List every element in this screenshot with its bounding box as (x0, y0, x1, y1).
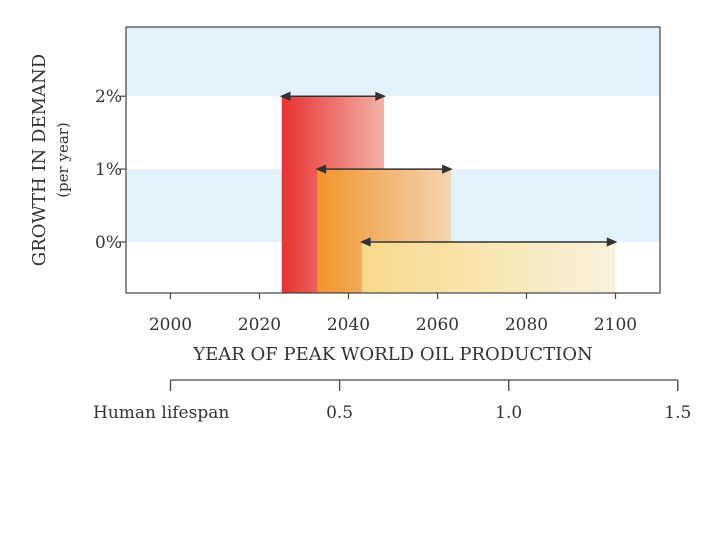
x-axis-title: YEAR OF PEAK WORLD OIL PRODUCTION (192, 344, 593, 365)
x-tick-label-2000: 2000 (149, 315, 192, 335)
lifespan-tick-label-1-0: 1.0 (495, 403, 522, 423)
y-axis-title-main: GROWTH IN DEMAND (29, 54, 50, 266)
x-tick-label-2020: 2020 (238, 315, 281, 335)
y-axis: 0% 1% 2% (95, 87, 126, 253)
arrow-0pct (359, 237, 618, 247)
arrow-1pct (315, 164, 453, 174)
bar-0pct (361, 241, 616, 293)
arrow-2pct (279, 91, 386, 101)
arrow-2pct-left-head (279, 91, 291, 101)
lifespan-tick-label-0-5: 0.5 (326, 403, 353, 423)
arrow-1pct-right-head (442, 164, 453, 174)
y-axis-title: GROWTH IN DEMAND (per year) (29, 54, 72, 266)
y-axis-title-sub: (per year) (54, 122, 72, 198)
x-tick-label-2100: 2100 (594, 315, 637, 335)
arrow-2pct-right-head (375, 91, 386, 101)
band-stripe-top (126, 27, 660, 97)
arrow-1pct-left-head (315, 164, 327, 174)
lifespan-tick-label-1-5: 1.5 (664, 403, 691, 423)
arrow-0pct-right-head (606, 237, 618, 247)
plot-frame (125, 26, 661, 294)
range-arrows (279, 91, 618, 247)
bars (281, 96, 616, 293)
x-tick-label-2080: 2080 (505, 315, 548, 335)
lifespan-label: Human lifespan (93, 403, 229, 423)
x-tick-label-2060: 2060 (416, 315, 459, 335)
x-axis: 2000 2020 2040 2060 2080 2100 (149, 293, 637, 335)
y-tick-label-0: 0% (95, 233, 122, 253)
x-tick-label-2040: 2040 (327, 315, 370, 335)
y-tick-label-1: 1% (95, 160, 122, 180)
y-tick-label-2: 2% (95, 87, 122, 107)
lifespan-scale: Human lifespan 0.5 1.0 1.5 (93, 379, 691, 423)
arrow-0pct-left-head (359, 237, 371, 247)
